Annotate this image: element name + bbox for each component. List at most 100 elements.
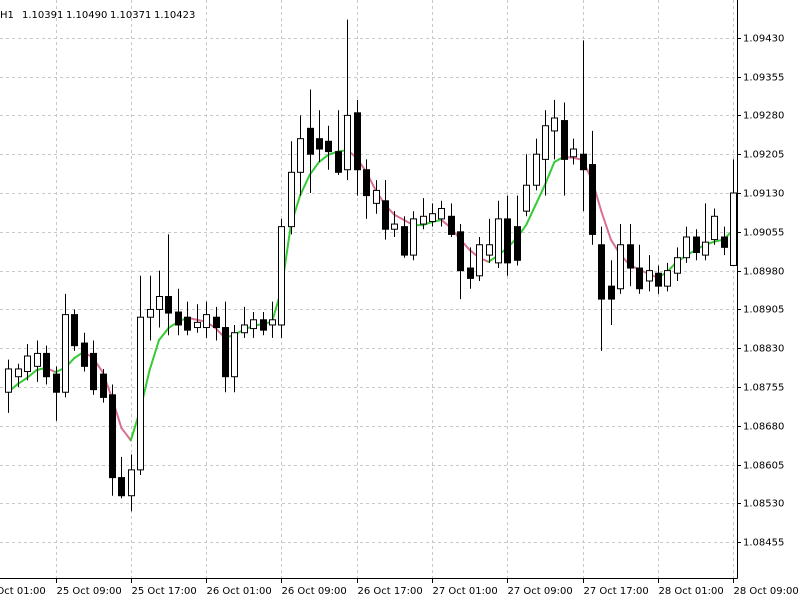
- header: H1 1.10391 1.10490 1.10371 1.10423: [0, 10, 195, 21]
- candle-body: [53, 373, 60, 393]
- candle-body: [627, 244, 634, 269]
- x-tick-label: 25 Oct 17:00: [132, 586, 197, 597]
- candle-body: [589, 164, 596, 235]
- ohlc-open: 1.10391: [22, 10, 63, 21]
- candle-body: [523, 184, 530, 212]
- ma-segment: [600, 210, 612, 241]
- candle-body: [222, 327, 229, 378]
- x-tick-label: 27 Oct 09:00: [508, 586, 573, 597]
- candle-body: [391, 223, 398, 230]
- ma-segment: [525, 203, 537, 227]
- ma-segment: [543, 160, 556, 186]
- candle-body: [231, 332, 238, 378]
- candle-body: [598, 244, 605, 300]
- candle-body: [514, 226, 521, 261]
- candle-body: [467, 267, 474, 279]
- candle-body: [410, 218, 417, 256]
- ma-segment: [158, 327, 170, 341]
- candle-body: [363, 169, 370, 197]
- candle-body: [486, 244, 493, 256]
- timeframe: H1: [0, 10, 14, 21]
- candle-body: [213, 316, 220, 329]
- ma-segment: [16, 376, 29, 385]
- candle-body: [128, 469, 135, 497]
- candle-body: [203, 314, 210, 329]
- x-tick-label: 25 Oct 09:00: [57, 586, 122, 597]
- candle-body: [335, 151, 342, 173]
- candle-body: [711, 215, 718, 241]
- candle-body: [401, 226, 408, 256]
- y-tick-label: 1.08455: [743, 538, 784, 549]
- x-tick-label: 28 Oct 01:00: [659, 586, 724, 597]
- y-tick-label: 1.09130: [743, 189, 784, 200]
- y-tick-label: 1.08755: [743, 383, 784, 394]
- candle-body: [109, 394, 116, 479]
- candle-body: [100, 373, 107, 398]
- ma-segment: [308, 160, 321, 176]
- y-tick-label: 1.08605: [743, 461, 784, 472]
- y-tick-label: 1.09055: [743, 228, 784, 239]
- candle-body: [165, 296, 172, 314]
- candle-body: [382, 200, 389, 230]
- x-tick-label: 26 Oct 17:00: [358, 586, 423, 597]
- candle-body: [71, 314, 78, 347]
- candle-body: [325, 140, 332, 153]
- candle-body: [354, 112, 361, 171]
- candle-body: [448, 215, 455, 235]
- candle-body: [137, 316, 144, 471]
- candle-body: [269, 319, 276, 326]
- candle-body: [721, 236, 728, 248]
- candle-body: [34, 352, 41, 367]
- candle-body: [495, 218, 502, 264]
- y-tick-label: 1.08980: [743, 267, 784, 278]
- ma-segment: [120, 426, 132, 442]
- candle-body: [184, 316, 191, 331]
- candle-body: [24, 355, 31, 373]
- ma-segment: [318, 153, 330, 163]
- candle-body: [15, 368, 22, 378]
- y-tick-label: 1.09355: [743, 73, 784, 84]
- candle-body: [674, 257, 681, 274]
- ohlc-close: 1.10423: [154, 10, 195, 21]
- candle-body: [420, 215, 427, 225]
- candle-body: [561, 120, 568, 160]
- y-tick-label: 1.09280: [743, 111, 784, 122]
- candle-body: [693, 236, 700, 254]
- candle-body: [307, 127, 314, 155]
- candle-body: [175, 311, 182, 326]
- candle-body: [457, 231, 464, 272]
- candle-body: [730, 192, 737, 266]
- candle-body: [570, 148, 577, 158]
- x-tick-label: 27 Oct 17:00: [584, 586, 649, 597]
- candle-body: [147, 308, 154, 318]
- candle-body: [43, 352, 50, 378]
- candle-body: [250, 319, 257, 330]
- ma-segment: [26, 368, 38, 379]
- candle-body: [344, 114, 351, 171]
- candle-body: [551, 117, 558, 132]
- candle-body: [62, 314, 69, 393]
- candle-body: [316, 138, 323, 150]
- y-tick-label: 1.08905: [743, 305, 784, 316]
- candle-body: [533, 153, 540, 186]
- candle-body: [438, 208, 445, 220]
- candle-body: [90, 352, 97, 391]
- candle-body: [5, 368, 12, 393]
- candle-body: [118, 477, 125, 497]
- x-tick-label: 28 Oct 09:00: [734, 586, 799, 597]
- candle-body: [542, 125, 549, 160]
- y-tick-label: 1.09205: [743, 150, 784, 161]
- ma-segment: [299, 173, 311, 197]
- candle-body: [504, 218, 511, 264]
- x-tick-label: 25 Oct 01:00: [0, 586, 46, 597]
- candle-body: [156, 296, 163, 310]
- candle-body: [617, 244, 624, 290]
- candle-body: [194, 321, 201, 329]
- x-tick-label: 26 Oct 01:00: [207, 586, 272, 597]
- candle-body: [664, 270, 671, 287]
- candle-body: [476, 244, 483, 277]
- ma-segment: [148, 338, 161, 371]
- ma-segment: [421, 220, 434, 227]
